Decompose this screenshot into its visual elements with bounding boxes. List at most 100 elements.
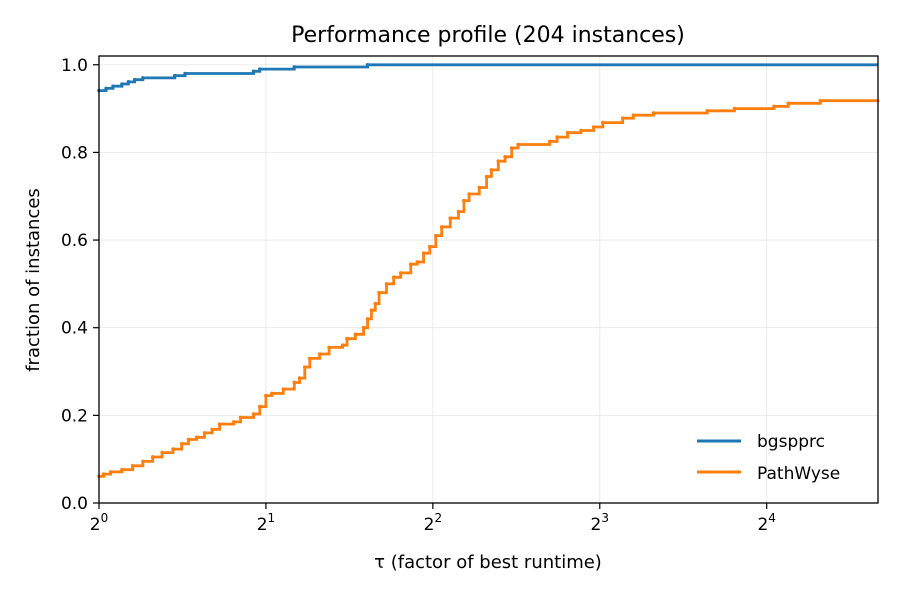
x-axis-label: τ (factor of best runtime) bbox=[374, 552, 602, 573]
series-point-pathwyse bbox=[302, 365, 307, 369]
series-point-bgspprc bbox=[132, 77, 137, 82]
series-point-pathwyse bbox=[651, 111, 656, 115]
series-point-bgspprc bbox=[183, 71, 187, 76]
y-tick-label: 0.6 bbox=[61, 231, 88, 251]
series-point-bgspprc bbox=[258, 67, 262, 71]
series-point-pathwyse bbox=[345, 336, 349, 341]
series-point-bgspprc bbox=[251, 69, 256, 74]
series-point-bgspprc bbox=[104, 86, 108, 91]
series-point-pathwyse bbox=[421, 251, 426, 256]
series-point-pathwyse bbox=[489, 168, 494, 172]
series-point-pathwyse bbox=[448, 216, 453, 220]
chart-title: Performance profile (204 instances) bbox=[291, 23, 685, 48]
series-point-pathwyse bbox=[547, 139, 552, 144]
series-point-pathwyse bbox=[415, 260, 420, 264]
series-point-pathwyse bbox=[477, 185, 482, 190]
series-point-pathwyse bbox=[179, 442, 184, 446]
series-point-pathwyse bbox=[120, 467, 124, 472]
series-point-pathwyse bbox=[384, 282, 389, 286]
series-point-pathwyse bbox=[503, 154, 507, 159]
series-point-pathwyse bbox=[439, 225, 444, 229]
series-point-pathwyse bbox=[365, 317, 370, 321]
series-point-pathwyse bbox=[353, 332, 358, 337]
series-point-pathwyse bbox=[171, 447, 175, 451]
series-point-bgspprc bbox=[141, 76, 145, 80]
series-point-pathwyse bbox=[705, 108, 710, 113]
series-point-pathwyse bbox=[317, 352, 322, 356]
series-point-pathwyse bbox=[818, 98, 823, 103]
y-axis-label: fraction of instances bbox=[23, 188, 44, 372]
series-point-pathwyse bbox=[600, 120, 605, 125]
series-point-pathwyse bbox=[327, 345, 331, 350]
y-axis-ticks: 0.0 0.2 0.4 0.6 0.8 1.0 bbox=[61, 56, 99, 514]
series-point-bgspprc bbox=[365, 62, 370, 67]
plot-area-frame bbox=[98, 55, 879, 504]
series-point-pathwyse bbox=[210, 427, 214, 432]
series-point-pathwyse bbox=[202, 431, 207, 435]
series-point-pathwyse bbox=[194, 435, 199, 440]
y-tick-label: 1.0 bbox=[61, 56, 88, 76]
series-point-pathwyse bbox=[130, 463, 135, 468]
series-point-pathwyse bbox=[108, 470, 113, 474]
series-point-pathwyse bbox=[377, 290, 381, 295]
series-point-pathwyse bbox=[408, 262, 413, 266]
series-point-pathwyse bbox=[231, 420, 236, 424]
series-point-pathwyse bbox=[308, 356, 312, 361]
series-point-pathwyse bbox=[369, 308, 374, 312]
y-tick-label: 0.4 bbox=[61, 319, 88, 339]
series-point-pathwyse bbox=[361, 325, 366, 330]
series-point-pathwyse bbox=[555, 135, 559, 139]
series-point-pathwyse bbox=[270, 391, 274, 396]
series-point-pathwyse bbox=[631, 113, 636, 117]
series-point-bgspprc bbox=[126, 80, 131, 84]
series-point-pathwyse bbox=[186, 437, 191, 442]
series-point-pathwyse bbox=[281, 387, 286, 391]
y-tick-label: 0.8 bbox=[61, 143, 88, 163]
series-point-pathwyse bbox=[292, 380, 297, 385]
series-point-bgspprc bbox=[120, 82, 124, 86]
series-point-pathwyse bbox=[732, 106, 737, 111]
series-point-pathwyse bbox=[772, 104, 776, 109]
series-point-pathwyse bbox=[150, 455, 155, 459]
series-point-pathwyse bbox=[258, 404, 262, 409]
x-tick-label: 22 bbox=[424, 511, 442, 535]
series-point-bgspprc bbox=[292, 65, 297, 69]
legend-label-bgspprc: bgspprc bbox=[757, 432, 825, 452]
series-point-pathwyse bbox=[591, 125, 596, 129]
series-point-pathwyse bbox=[496, 159, 501, 163]
legend: bgspprc PathWyse bbox=[697, 432, 840, 484]
series-point-pathwyse bbox=[620, 116, 625, 121]
series-lines bbox=[97, 62, 880, 479]
series-point-pathwyse bbox=[484, 174, 489, 179]
series-point-bgspprc bbox=[173, 73, 177, 78]
y-tick-label: 0.2 bbox=[61, 406, 88, 426]
series-point-bgspprc bbox=[111, 84, 115, 89]
series-point-pathwyse bbox=[238, 415, 243, 420]
series-point-pathwyse bbox=[217, 422, 222, 426]
x-tick-label: 24 bbox=[757, 511, 775, 535]
y-tick-label: 0.0 bbox=[61, 494, 88, 514]
series-point-pathwyse bbox=[264, 393, 268, 398]
series-point-pathwyse bbox=[160, 450, 164, 455]
series-point-pathwyse bbox=[456, 209, 461, 214]
series-point-pathwyse bbox=[434, 233, 438, 238]
series-point-pathwyse bbox=[373, 301, 378, 306]
series-point-pathwyse bbox=[251, 412, 256, 416]
series-point-pathwyse bbox=[391, 275, 396, 280]
series-point-pathwyse bbox=[428, 244, 432, 249]
series-point-pathwyse bbox=[786, 101, 791, 106]
series-point-pathwyse bbox=[101, 472, 106, 476]
series-point-pathwyse bbox=[141, 459, 145, 464]
x-axis-ticks: 20 21 22 23 24 bbox=[90, 503, 776, 535]
legend-label-pathwyse: PathWyse bbox=[757, 464, 840, 484]
series-point-pathwyse bbox=[398, 271, 403, 275]
series-point-pathwyse bbox=[509, 146, 514, 150]
series-point-pathwyse bbox=[340, 343, 345, 348]
x-tick-label: 21 bbox=[257, 511, 275, 535]
series-point-pathwyse bbox=[467, 192, 471, 196]
series-point-pathwyse bbox=[565, 130, 570, 135]
x-tick-label: 20 bbox=[90, 511, 108, 535]
series-point-pathwyse bbox=[297, 376, 302, 380]
